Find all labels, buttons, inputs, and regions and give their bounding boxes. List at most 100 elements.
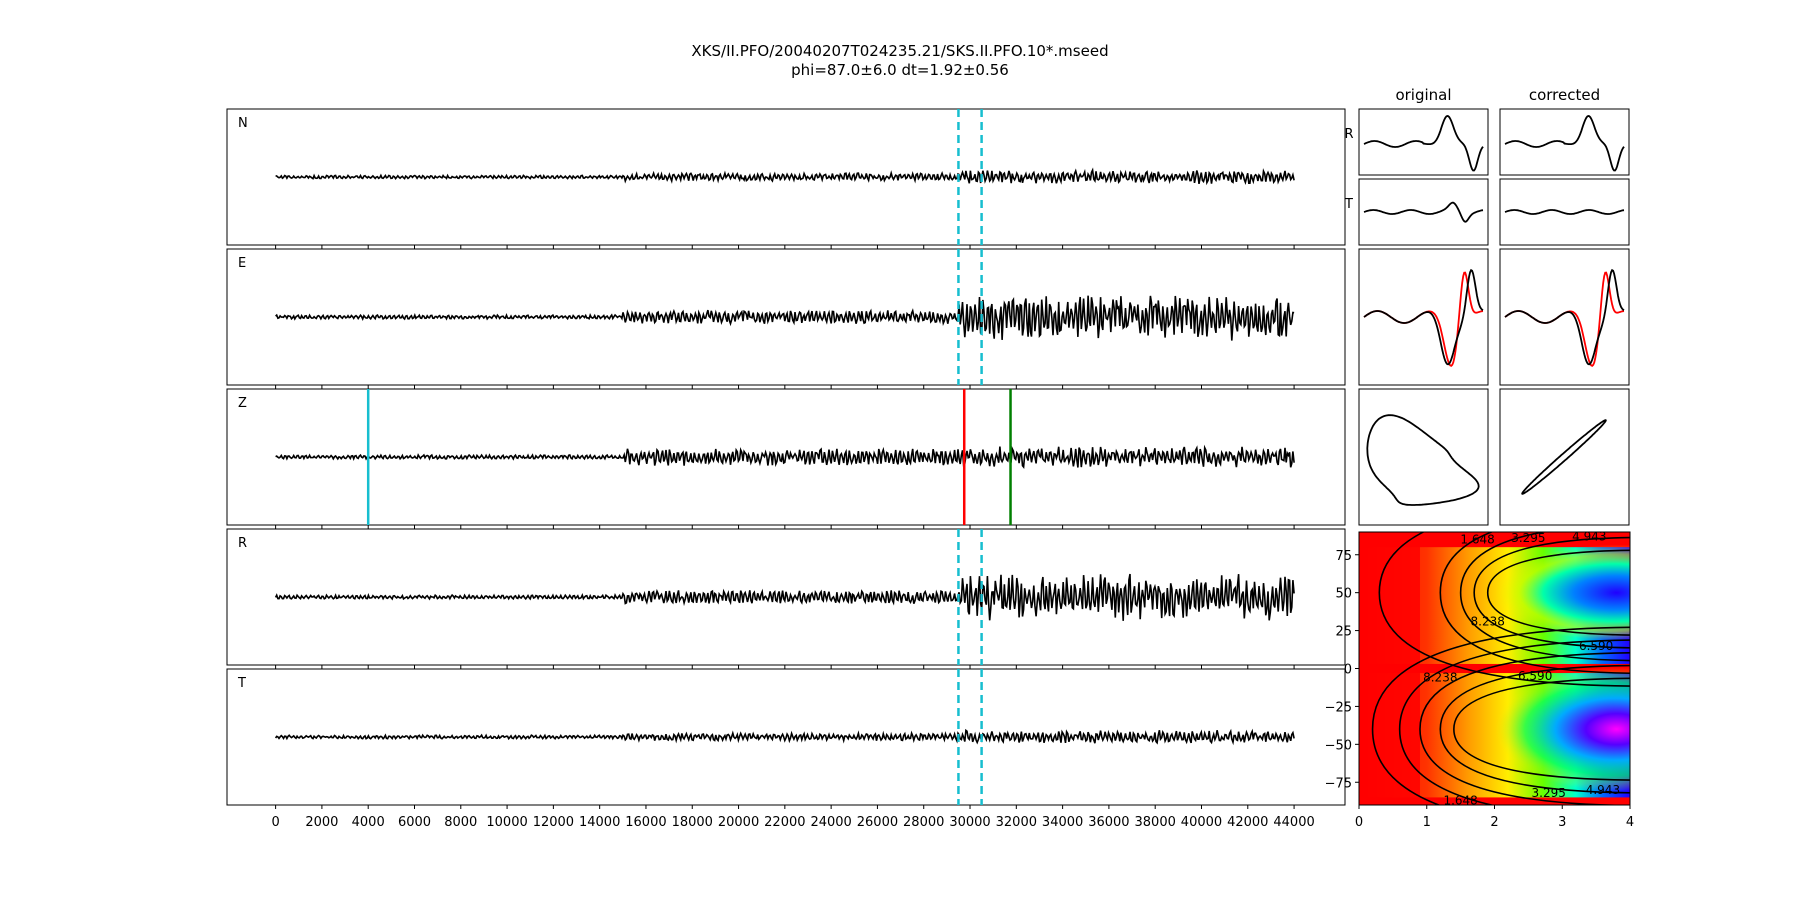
column-title-original: original: [1395, 86, 1451, 104]
x-tick-label: 42000: [1227, 815, 1268, 830]
panel-frame: [1358, 388, 1489, 526]
y-tick-label: −75: [1325, 776, 1352, 791]
heatmap-bottom-band: [1359, 797, 1630, 805]
contour-label: 6.590: [1518, 669, 1552, 683]
trace-label-z: Z: [238, 396, 247, 411]
trace-label-n: N: [238, 116, 248, 131]
y-tick-label: 25: [1335, 625, 1352, 640]
x-tick-label: 22000: [764, 815, 805, 830]
x-tick-label: 4000: [352, 815, 385, 830]
contour-label: 8.238: [1423, 671, 1457, 685]
x-tick-label: 0: [1355, 815, 1363, 830]
contour-line: [1439, 532, 1630, 674]
x-tick-label: 8000: [444, 815, 477, 830]
comparison-panel: [1358, 248, 1489, 386]
contour-line: [1459, 532, 1630, 662]
x-tick-label: 10000: [486, 815, 527, 830]
x-tick-label: 26000: [857, 815, 898, 830]
contour-line: [1439, 664, 1630, 794]
x-tick-label: 6000: [398, 815, 431, 830]
row-label-r: R: [1344, 127, 1353, 142]
trace-panel-e: E: [226, 248, 1346, 389]
comparison-panel: [1358, 108, 1489, 176]
x-tick-label: 38000: [1135, 815, 1176, 830]
contour-line: [1453, 677, 1630, 781]
x-tick-label: 12000: [533, 815, 574, 830]
waveform-trace: [274, 728, 1295, 746]
x-tick-label: 1: [1423, 815, 1431, 830]
x-tick-label: 28000: [903, 815, 944, 830]
contour-label: 3.295: [1532, 786, 1566, 800]
figure-title: XKS/II.PFO/20040207T024235.21/SKS.II.PFO…: [0, 42, 1800, 80]
heatmap-minimum: [1494, 544, 1630, 641]
x-tick-label: 40000: [1181, 815, 1222, 830]
x-tick-label: 30000: [949, 815, 990, 830]
particle-motion-trace: [1521, 419, 1607, 495]
title-line-2: phi=87.0±6.0 dt=1.92±0.56: [791, 61, 1009, 79]
panel-frame: [1499, 248, 1630, 386]
panel-frame: [1499, 388, 1630, 526]
y-tick-label: 0: [1344, 663, 1352, 678]
y-tick-label: −50: [1325, 738, 1352, 753]
x-tick-label: 24000: [810, 815, 851, 830]
contour-label: 4.943: [1586, 783, 1620, 797]
x-tick-label: 0: [271, 815, 279, 830]
x-tick-label: 18000: [672, 815, 713, 830]
waveform-trace: [1504, 209, 1625, 215]
x-tick-label: 34000: [1042, 815, 1083, 830]
comparison-panel: [1499, 388, 1630, 526]
contour-label: 4.943: [1572, 530, 1606, 544]
contour-label: 8.238: [1471, 614, 1505, 628]
heatmap-top-band: [1359, 532, 1630, 548]
waveform-trace: [275, 444, 1295, 469]
panel-frame: [1358, 248, 1489, 386]
x-tick-label: 3: [1558, 815, 1566, 830]
comparison-panel: [1358, 178, 1489, 246]
y-tick-label: 50: [1335, 587, 1352, 602]
trace-panels: N E Z R T 0 2000 4000 6000 8000 10000 12000 14000 160…: [226, 108, 1346, 830]
contour-label: 3.295: [1511, 531, 1545, 545]
comparison-panel: [1499, 248, 1630, 386]
contour-line: [1378, 532, 1630, 687]
trace-panel-r: R: [226, 528, 1346, 669]
title-line-1: XKS/II.PFO/20040207T024235.21/SKS.II.PFO…: [691, 42, 1109, 60]
column-title-corrected: corrected: [1529, 86, 1600, 104]
x-tick-label: 20000: [718, 815, 759, 830]
waveform-comparison-panels: original corrected R T: [1344, 86, 1630, 526]
contour-line: [1398, 639, 1630, 805]
waveform-trace: [275, 167, 1295, 186]
panel-frame: [1358, 178, 1489, 246]
x-tick-label: 2: [1490, 815, 1498, 830]
contour-label: 1.648: [1460, 533, 1494, 547]
waveform-trace: [1363, 115, 1484, 172]
comparison-panel: [1358, 388, 1489, 526]
y-tick-label: 75: [1335, 549, 1352, 564]
contour-label: 6.590: [1579, 639, 1613, 653]
trace-panel-n: N: [226, 108, 1346, 249]
waveform-trace: [275, 295, 1295, 341]
contour-line: [1473, 536, 1630, 649]
error-surface-panel: 1.648 3.295 4.943 8.238 6.590 6.590 8.238 1.648…: [1325, 530, 1635, 830]
contour-line: [1486, 549, 1630, 636]
x-tick-label: 2000: [305, 815, 338, 830]
trace-label-r: R: [238, 536, 247, 551]
comparison-panel: [1499, 108, 1630, 176]
comparison-panel: [1499, 178, 1630, 246]
contour-line: [1371, 626, 1630, 805]
waveform-trace: [1363, 268, 1484, 366]
trace-label-e: E: [238, 256, 246, 271]
y-tick-label: −25: [1325, 700, 1352, 715]
x-tick-label: 32000: [996, 815, 1037, 830]
waveform-trace: [1363, 201, 1484, 223]
particle-motion-trace: [1366, 414, 1480, 506]
x-tick-label: 14000: [579, 815, 620, 830]
x-tick-label: 16000: [625, 815, 666, 830]
panel-frame: [1499, 178, 1630, 246]
x-tick-label: 36000: [1088, 815, 1129, 830]
heatmap-zero-band: [1359, 663, 1630, 674]
trace-panel-t: T: [226, 668, 1346, 809]
waveform-trace: [1504, 268, 1625, 366]
heatmap-minimum: [1494, 667, 1630, 792]
x-tick-label: 4: [1626, 815, 1634, 830]
